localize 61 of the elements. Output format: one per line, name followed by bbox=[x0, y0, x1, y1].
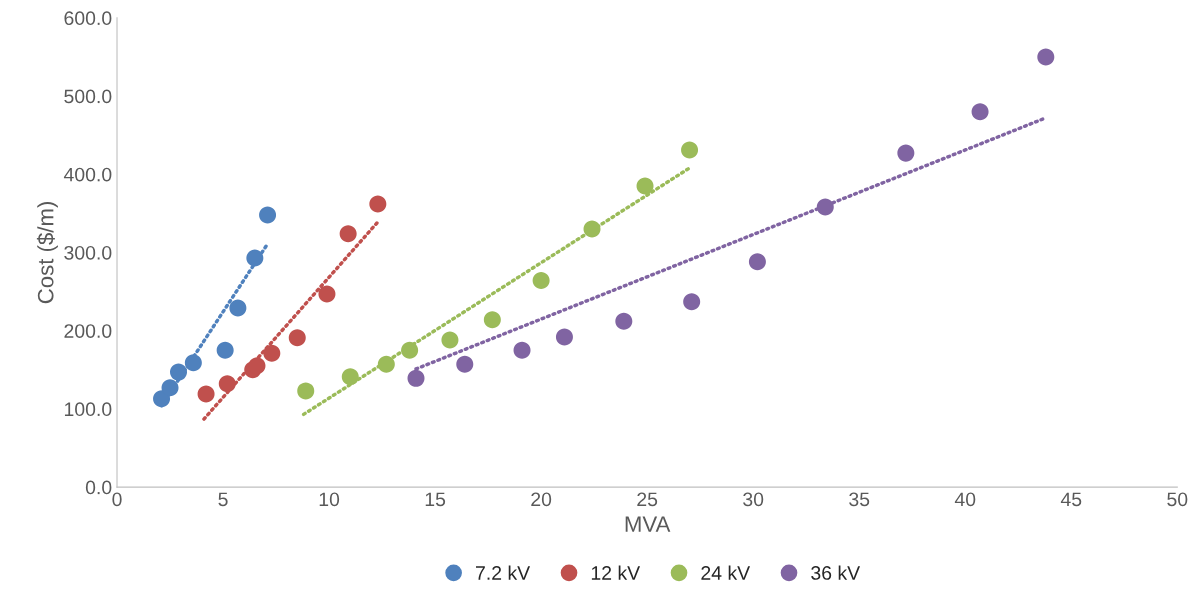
point bbox=[748, 253, 766, 271]
x-tick-label: 10 bbox=[319, 492, 340, 507]
point bbox=[615, 312, 633, 330]
point bbox=[555, 328, 573, 346]
point bbox=[369, 195, 387, 213]
x-tick-label: 30 bbox=[743, 492, 764, 507]
point bbox=[407, 369, 425, 387]
y-tick-label: 500.0 bbox=[64, 89, 112, 104]
y-tick-label: 0.0 bbox=[85, 480, 112, 495]
point bbox=[184, 354, 202, 372]
point bbox=[897, 144, 915, 162]
legend-label: 36 kV bbox=[811, 565, 861, 580]
point bbox=[583, 220, 601, 238]
point bbox=[971, 103, 989, 121]
point bbox=[1037, 48, 1055, 66]
point bbox=[297, 382, 315, 400]
point bbox=[263, 344, 281, 362]
y-tick-label: 600.0 bbox=[64, 11, 112, 26]
x-tick-label: 45 bbox=[1060, 492, 1082, 507]
x-tick-label: 25 bbox=[637, 492, 658, 507]
point bbox=[681, 141, 699, 159]
y-tick-label: 100.0 bbox=[64, 402, 112, 417]
y-tick-label: 400.0 bbox=[63, 167, 112, 182]
y-tick-label: 300.0 bbox=[64, 245, 112, 260]
point bbox=[246, 249, 264, 267]
point bbox=[341, 368, 359, 386]
x-tick-label: 20 bbox=[531, 492, 552, 507]
legend-label: 12 kV bbox=[591, 565, 641, 580]
point bbox=[377, 355, 395, 373]
point bbox=[532, 272, 550, 290]
y-tick-label: 200.0 bbox=[64, 324, 112, 338]
point bbox=[339, 225, 357, 243]
point bbox=[153, 390, 171, 408]
legend-label: 24 kV bbox=[701, 565, 751, 580]
point bbox=[513, 341, 531, 359]
point bbox=[483, 311, 501, 329]
point bbox=[248, 357, 266, 375]
point bbox=[197, 385, 215, 403]
point bbox=[216, 341, 234, 359]
point bbox=[161, 379, 179, 397]
x-tick-label: 0 bbox=[112, 492, 122, 507]
point bbox=[816, 198, 834, 216]
point bbox=[218, 375, 236, 393]
point bbox=[170, 363, 188, 381]
point bbox=[229, 299, 247, 317]
x-axis-title: MVA bbox=[625, 516, 671, 532]
point bbox=[401, 341, 419, 359]
point bbox=[636, 177, 654, 195]
point bbox=[456, 355, 474, 373]
x-tick-label: 35 bbox=[849, 492, 870, 507]
point bbox=[259, 206, 277, 224]
x-tick-label: 15 bbox=[425, 492, 446, 507]
x-tick-label: 40 bbox=[954, 492, 976, 507]
legend-label: 7.2 kV bbox=[476, 565, 531, 580]
point bbox=[318, 285, 336, 303]
x-tick-label: 5 bbox=[218, 492, 228, 507]
y-axis-title: Cost ($/m) bbox=[36, 201, 58, 304]
point bbox=[441, 331, 459, 349]
x-tick-label: 50 bbox=[1167, 492, 1188, 507]
point bbox=[683, 293, 701, 311]
point bbox=[288, 329, 306, 347]
